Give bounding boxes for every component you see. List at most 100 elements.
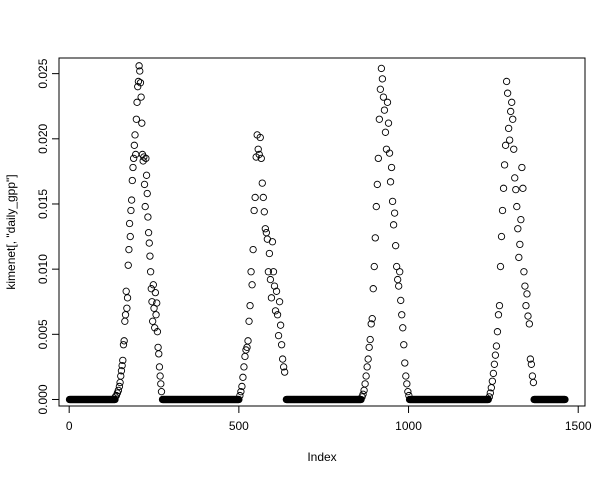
- data-point: [521, 282, 529, 290]
- data-points: [65, 62, 569, 404]
- data-point: [132, 115, 141, 123]
- data-point: [111, 393, 119, 401]
- data-point: [137, 93, 145, 101]
- data-point: [267, 294, 276, 302]
- data-point: [125, 219, 134, 228]
- data-point: [529, 378, 538, 387]
- data-point: [387, 163, 396, 172]
- data-point: [272, 287, 281, 295]
- data-point: [245, 317, 253, 325]
- data-point: [130, 141, 138, 149]
- data-point: [117, 367, 126, 375]
- data-point: [514, 225, 522, 233]
- data-point: [254, 145, 262, 153]
- data-point: [520, 268, 528, 276]
- data-point: [402, 372, 410, 380]
- data-point: [111, 395, 119, 404]
- data-point: [394, 275, 402, 284]
- data-point: [144, 229, 153, 237]
- data-point: [384, 119, 393, 127]
- data-point: [369, 285, 377, 293]
- data-point: [118, 361, 126, 370]
- data-point: [140, 180, 149, 189]
- data-point: [361, 380, 369, 388]
- data-point: [389, 221, 398, 229]
- data-point: [488, 377, 497, 385]
- data-point: [364, 355, 372, 363]
- data-point: [264, 268, 273, 276]
- data-point: [248, 281, 256, 289]
- data-point: [513, 202, 521, 211]
- data-point: [386, 178, 395, 186]
- data-point: [490, 360, 499, 368]
- data-point: [374, 154, 382, 163]
- data-point: [371, 234, 379, 242]
- data-point: [249, 245, 257, 254]
- data-point: [512, 185, 520, 194]
- data-point: [153, 299, 161, 307]
- data-point: [526, 355, 535, 363]
- data-point: [246, 301, 254, 310]
- data-point: [127, 206, 135, 215]
- data-point: [255, 150, 263, 159]
- data-point: [124, 261, 132, 269]
- data-point: [133, 98, 141, 106]
- y-tick-label: 0.025: [36, 58, 50, 88]
- y-axis-label: kimenet[, "daily_gpp"]: [4, 174, 18, 289]
- data-point: [496, 262, 505, 271]
- data-point: [151, 288, 160, 297]
- data-point: [501, 141, 510, 149]
- plot-frame: [58, 57, 586, 407]
- data-point: [157, 388, 166, 396]
- data-point: [136, 67, 144, 75]
- data-point: [500, 161, 509, 169]
- data-point: [497, 232, 506, 241]
- data-point: [363, 363, 371, 371]
- data-point: [398, 311, 406, 319]
- data-point: [519, 184, 527, 192]
- data-point: [268, 238, 277, 246]
- data-point: [138, 119, 146, 127]
- data-point: [377, 64, 386, 73]
- data-point: [281, 368, 289, 376]
- data-point: [119, 356, 127, 365]
- data-point: [385, 149, 394, 157]
- data-point: [126, 232, 134, 241]
- data-point: [511, 174, 519, 182]
- y-tick-label: 0.010: [36, 254, 50, 284]
- data-point: [498, 206, 507, 215]
- data-point: [528, 372, 537, 380]
- data-point: [274, 331, 283, 340]
- x-axis: 0 500 1000 1500: [66, 405, 592, 433]
- data-point: [258, 179, 266, 187]
- data-point: [489, 369, 498, 378]
- data-point: [375, 115, 384, 123]
- data-point: [499, 184, 508, 192]
- data-point: [522, 301, 530, 310]
- data-point: [244, 337, 252, 345]
- data-point: [257, 154, 265, 163]
- data-point: [140, 153, 148, 161]
- data-point: [146, 252, 154, 260]
- data-point: [121, 317, 129, 325]
- data-point: [236, 391, 244, 400]
- data-point: [260, 208, 268, 216]
- data-point: [239, 373, 247, 381]
- data-point: [122, 287, 130, 295]
- data-point: [400, 341, 408, 349]
- data-point: [135, 62, 143, 70]
- data-point: [261, 225, 269, 233]
- data-point: [523, 290, 531, 298]
- data-point: [127, 196, 136, 204]
- data-point: [119, 341, 128, 349]
- data-point: [121, 311, 130, 319]
- data-point: [130, 154, 138, 163]
- data-point: [381, 128, 390, 136]
- data-point: [152, 311, 160, 319]
- data-point: [141, 202, 149, 211]
- data-point: [509, 115, 517, 123]
- data-point: [129, 163, 137, 172]
- data-point: [156, 372, 164, 380]
